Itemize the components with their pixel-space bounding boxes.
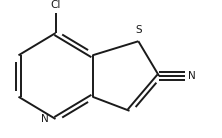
Text: N: N: [41, 114, 49, 124]
Text: N: N: [188, 71, 196, 81]
Text: Cl: Cl: [50, 0, 61, 10]
Text: S: S: [135, 25, 142, 35]
